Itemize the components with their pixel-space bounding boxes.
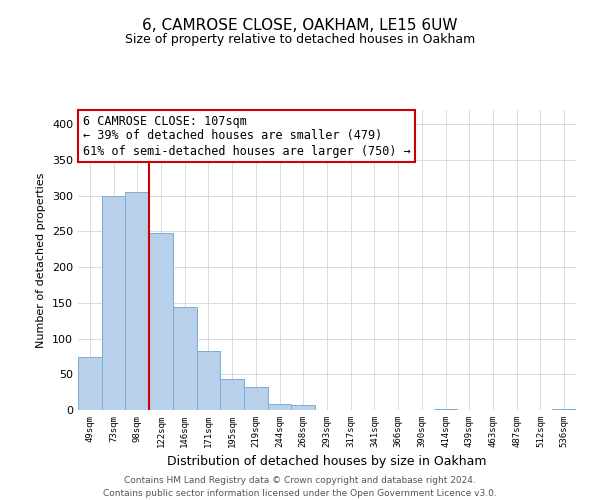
Bar xyxy=(552,408,576,410)
Bar xyxy=(292,405,315,410)
Text: 6, CAMROSE CLOSE, OAKHAM, LE15 6UW: 6, CAMROSE CLOSE, OAKHAM, LE15 6UW xyxy=(142,18,458,32)
Text: 6 CAMROSE CLOSE: 107sqm
← 39% of detached houses are smaller (479)
61% of semi-d: 6 CAMROSE CLOSE: 107sqm ← 39% of detache… xyxy=(83,114,411,158)
Bar xyxy=(102,196,125,410)
Text: Contains HM Land Registry data © Crown copyright and database right 2024.
Contai: Contains HM Land Registry data © Crown c… xyxy=(103,476,497,498)
Bar xyxy=(78,357,102,410)
Bar xyxy=(434,408,457,410)
Bar xyxy=(125,192,149,410)
Bar xyxy=(149,233,173,410)
X-axis label: Distribution of detached houses by size in Oakham: Distribution of detached houses by size … xyxy=(167,456,487,468)
Bar xyxy=(244,387,268,410)
Bar xyxy=(220,378,244,410)
Y-axis label: Number of detached properties: Number of detached properties xyxy=(37,172,46,348)
Bar xyxy=(197,350,220,410)
Bar xyxy=(268,404,292,410)
Bar xyxy=(173,307,197,410)
Text: Size of property relative to detached houses in Oakham: Size of property relative to detached ho… xyxy=(125,32,475,46)
